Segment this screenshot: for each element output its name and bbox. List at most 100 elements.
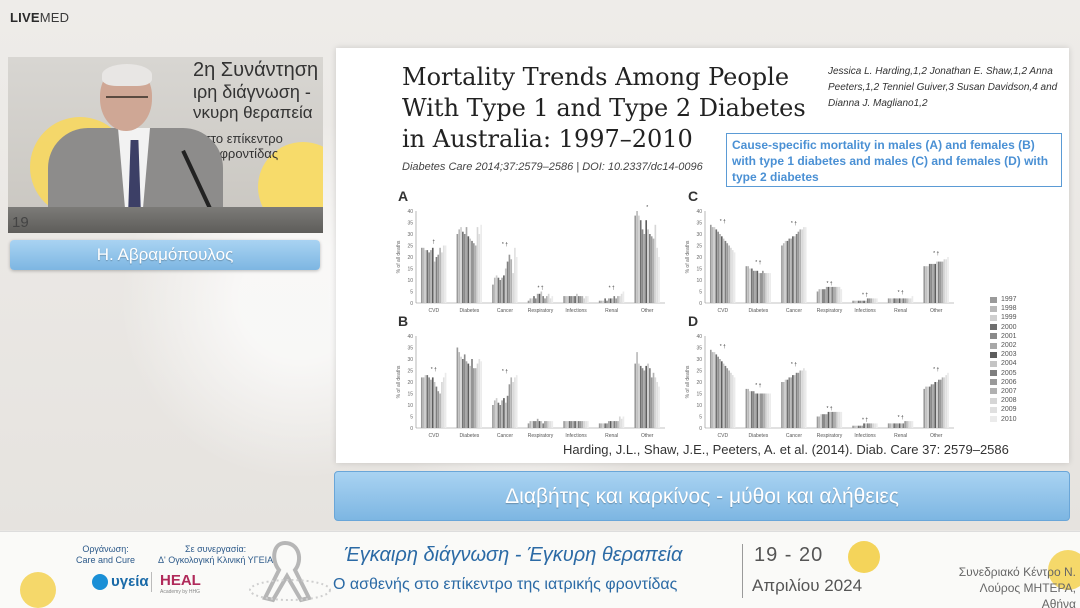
bar [861,425,864,428]
legend-item: 2003 [990,350,1050,359]
legend-label: 2008 [1001,397,1017,405]
bar [515,257,518,303]
bar [577,421,580,428]
legend-item: 1999 [990,313,1050,322]
bar [527,300,530,303]
bar [782,382,785,428]
speaker-video: 2η Συνάντηση ιρη διάγνωση - νκυρη θεραπε… [8,57,323,233]
legend-label: 2006 [1001,378,1017,386]
bar [911,296,914,303]
y-tick-label: 40 [696,209,702,215]
bar [857,300,860,303]
bar [510,377,513,428]
x-category-label: Other [930,433,943,439]
bar [900,298,903,303]
legend-swatch [990,416,997,423]
bar [574,296,576,303]
decor-sun [848,541,880,573]
bar [598,423,601,428]
bar [611,298,614,303]
bar [654,377,657,428]
bar [636,352,638,428]
legend-label: 2004 [1001,360,1017,368]
bar [909,298,912,303]
legend-swatch [990,370,997,377]
y-tick-label: 15 [407,267,413,273]
bar [906,421,908,428]
x-category-label: Respiratory [528,308,554,314]
legend-swatch [990,296,997,303]
x-category-label: Infections [565,433,587,439]
bar [722,363,725,428]
bar [788,238,791,303]
legend-swatch [990,406,997,413]
chart-svg: 0 5 10 15 20 25 30 35 40 % of all deaths * † CVD * †… [685,334,954,439]
bar [585,421,587,428]
bar [799,370,802,428]
bar [803,227,805,303]
backdrop-number: 19 [12,214,29,231]
bar [460,227,462,303]
bar [804,370,807,428]
bar [476,363,479,428]
x-category-label: Other [930,308,943,314]
bar [542,423,544,428]
bar [765,273,768,303]
bar [636,211,638,303]
y-axis-label: % of all deaths [396,240,402,273]
bar [422,247,425,303]
legend-label: 2000 [1001,323,1017,331]
bar [620,418,623,428]
y-tick-label: 25 [407,369,413,375]
bar [420,247,423,303]
legend-label: 2002 [1001,342,1017,350]
paper-citation: Diabetes Care 2014;37:2579–2586 | DOI: 1… [402,161,703,173]
bar [430,250,432,303]
bar [709,224,712,303]
bar [795,372,798,428]
bar [747,388,750,428]
bar [469,238,471,303]
bar [930,384,933,428]
bar [907,298,910,303]
y-tick-label: 20 [407,380,413,386]
significance-marker: * † [898,290,904,296]
bar [495,398,498,428]
bar [801,229,803,303]
y-tick-label: 15 [696,392,702,398]
legend-label: 2010 [1001,415,1017,423]
y-tick-label: 10 [696,278,702,284]
legend-item: 2008 [990,396,1050,405]
bar [618,416,621,428]
y-tick-label: 35 [696,346,702,352]
panel-label-d: D [688,313,699,329]
bar [797,231,800,303]
legend-item: 1998 [990,304,1050,313]
chart-panel-d: 0 5 10 15 20 25 30 35 40 % of all deaths * † CVD * †… [683,328,958,446]
bar [945,375,947,428]
bar [859,300,862,303]
bar [499,280,502,303]
speaker-name: Η. Αβραμόπουλος [10,240,320,270]
x-category-label: Infections [565,308,587,314]
bar [784,240,787,303]
bar [925,386,927,428]
y-tick-label: 15 [696,267,702,273]
x-category-label: Other [641,308,654,314]
bar [943,377,946,428]
x-category-label: CVD [718,308,729,314]
bar [515,375,518,428]
y-tick-label: 20 [407,255,413,261]
legend-item: 2002 [990,341,1050,350]
x-category-label: Renal [894,308,907,314]
bar [720,236,723,303]
bar [431,377,434,428]
bar [928,386,931,428]
y-tick-label: 0 [699,301,702,307]
bar [639,365,642,428]
bar [865,300,867,303]
bar [831,411,833,428]
bar [751,268,753,303]
bar [514,377,516,428]
bar [435,257,438,303]
